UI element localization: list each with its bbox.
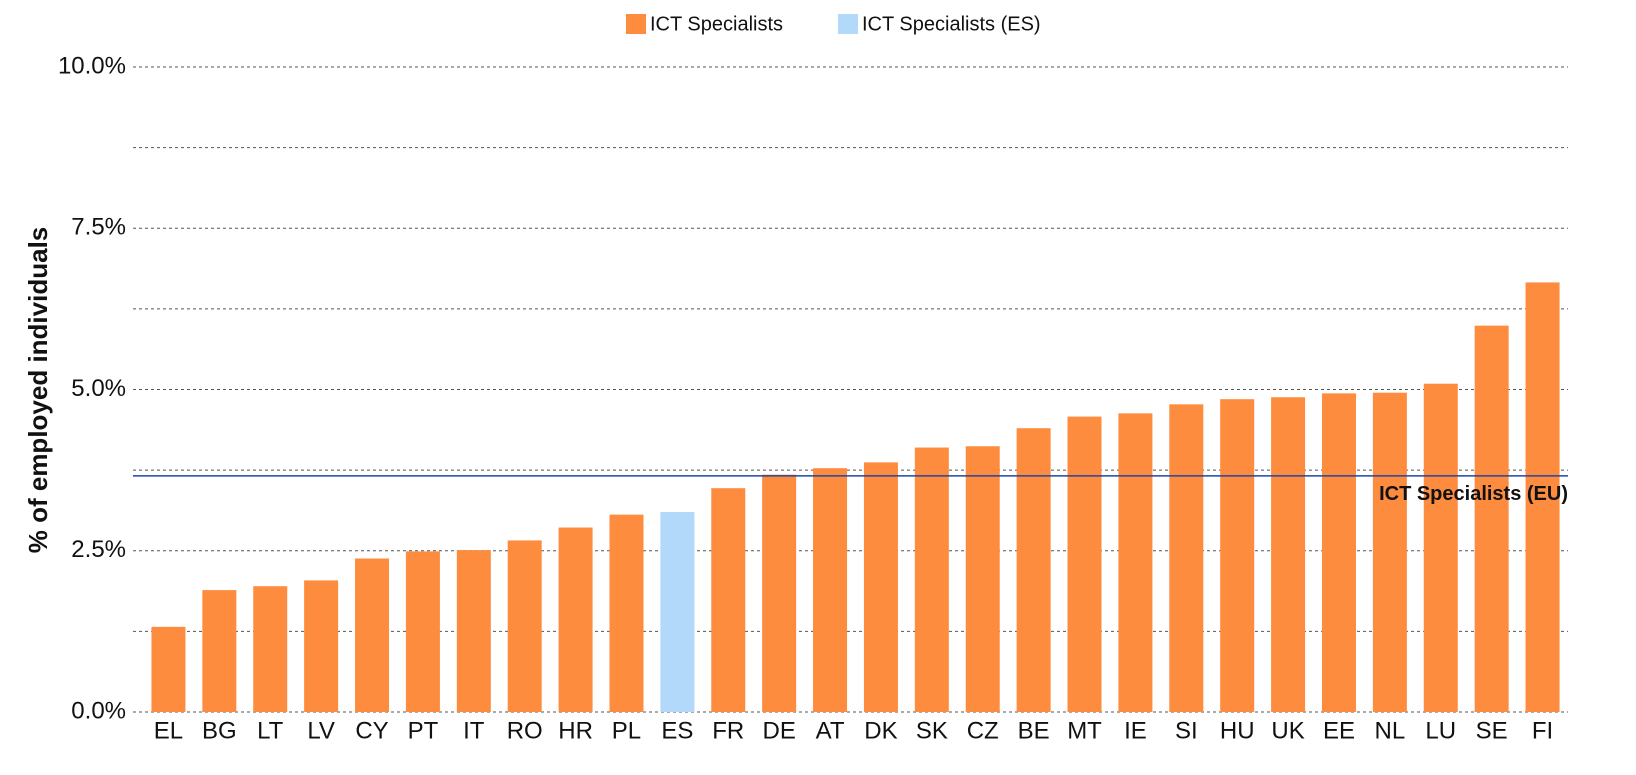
bar [1474, 325, 1509, 712]
bar [1118, 413, 1153, 712]
x-tick-label: IE [1124, 717, 1147, 744]
x-tick-label: IT [463, 717, 485, 744]
x-tick-label: CZ [967, 717, 999, 744]
bar [253, 586, 288, 712]
bar [202, 590, 237, 712]
bar [1372, 392, 1407, 712]
x-tick-label: MT [1067, 717, 1102, 744]
x-tick-label: HU [1220, 717, 1255, 744]
x-tick-label: PT [408, 717, 439, 744]
x-tick-label: RO [507, 717, 543, 744]
legend-swatch [838, 14, 858, 34]
bar [1016, 428, 1051, 712]
x-tick-label: PL [612, 717, 641, 744]
x-tick-label: FI [1532, 717, 1553, 744]
bar [1271, 397, 1306, 712]
x-tick-label: EE [1323, 717, 1355, 744]
x-tick-label: BE [1018, 717, 1050, 744]
bar [762, 474, 797, 712]
x-tick-label: DE [762, 717, 795, 744]
x-tick-label: LU [1425, 717, 1456, 744]
x-tick-label: HR [558, 717, 593, 744]
legend-label: ICT Specialists (ES) [862, 13, 1041, 35]
bar [660, 512, 695, 712]
bar [558, 527, 593, 712]
x-tick-label: DK [864, 717, 897, 744]
x-tick-label: SK [916, 717, 948, 744]
y-tick-label: 0.0% [71, 697, 126, 724]
bar [355, 558, 390, 712]
bar [609, 514, 644, 712]
reference-label: ICT Specialists (EU) [1379, 483, 1568, 505]
x-tick-label: AT [816, 717, 845, 744]
x-tick-label: LT [257, 717, 284, 744]
bar [507, 540, 542, 712]
bar [1067, 416, 1102, 712]
legend-label: ICT Specialists [650, 13, 783, 35]
bar [863, 462, 898, 712]
x-tick-label: FR [712, 717, 744, 744]
bar [1220, 399, 1255, 712]
x-tick-label: UK [1271, 717, 1304, 744]
bar [711, 488, 746, 712]
bar [1423, 383, 1458, 712]
bar [1169, 404, 1204, 712]
bar [151, 626, 186, 712]
y-axis-title: % of employed individuals [23, 227, 53, 554]
x-tick-label: SI [1175, 717, 1198, 744]
y-tick-label: 7.5% [71, 214, 126, 241]
x-tick-label: NL [1375, 717, 1406, 744]
bar [1321, 393, 1356, 712]
y-tick-label: 5.0% [71, 375, 126, 402]
legend-swatch [626, 14, 646, 34]
x-tick-label: LV [307, 717, 335, 744]
bar [1525, 282, 1560, 712]
bar [965, 446, 1000, 712]
y-tick-label: 10.0% [58, 52, 126, 79]
x-tick-label: EL [154, 717, 183, 744]
x-tick-label: CY [355, 717, 388, 744]
bar [405, 551, 440, 712]
x-tick-label: SE [1476, 717, 1508, 744]
bar [813, 468, 848, 712]
bar [304, 580, 339, 712]
x-tick-label: ES [661, 717, 693, 744]
y-tick-label: 2.5% [71, 536, 126, 563]
bar [914, 447, 949, 712]
x-tick-label: BG [202, 717, 237, 744]
bar [456, 550, 491, 712]
